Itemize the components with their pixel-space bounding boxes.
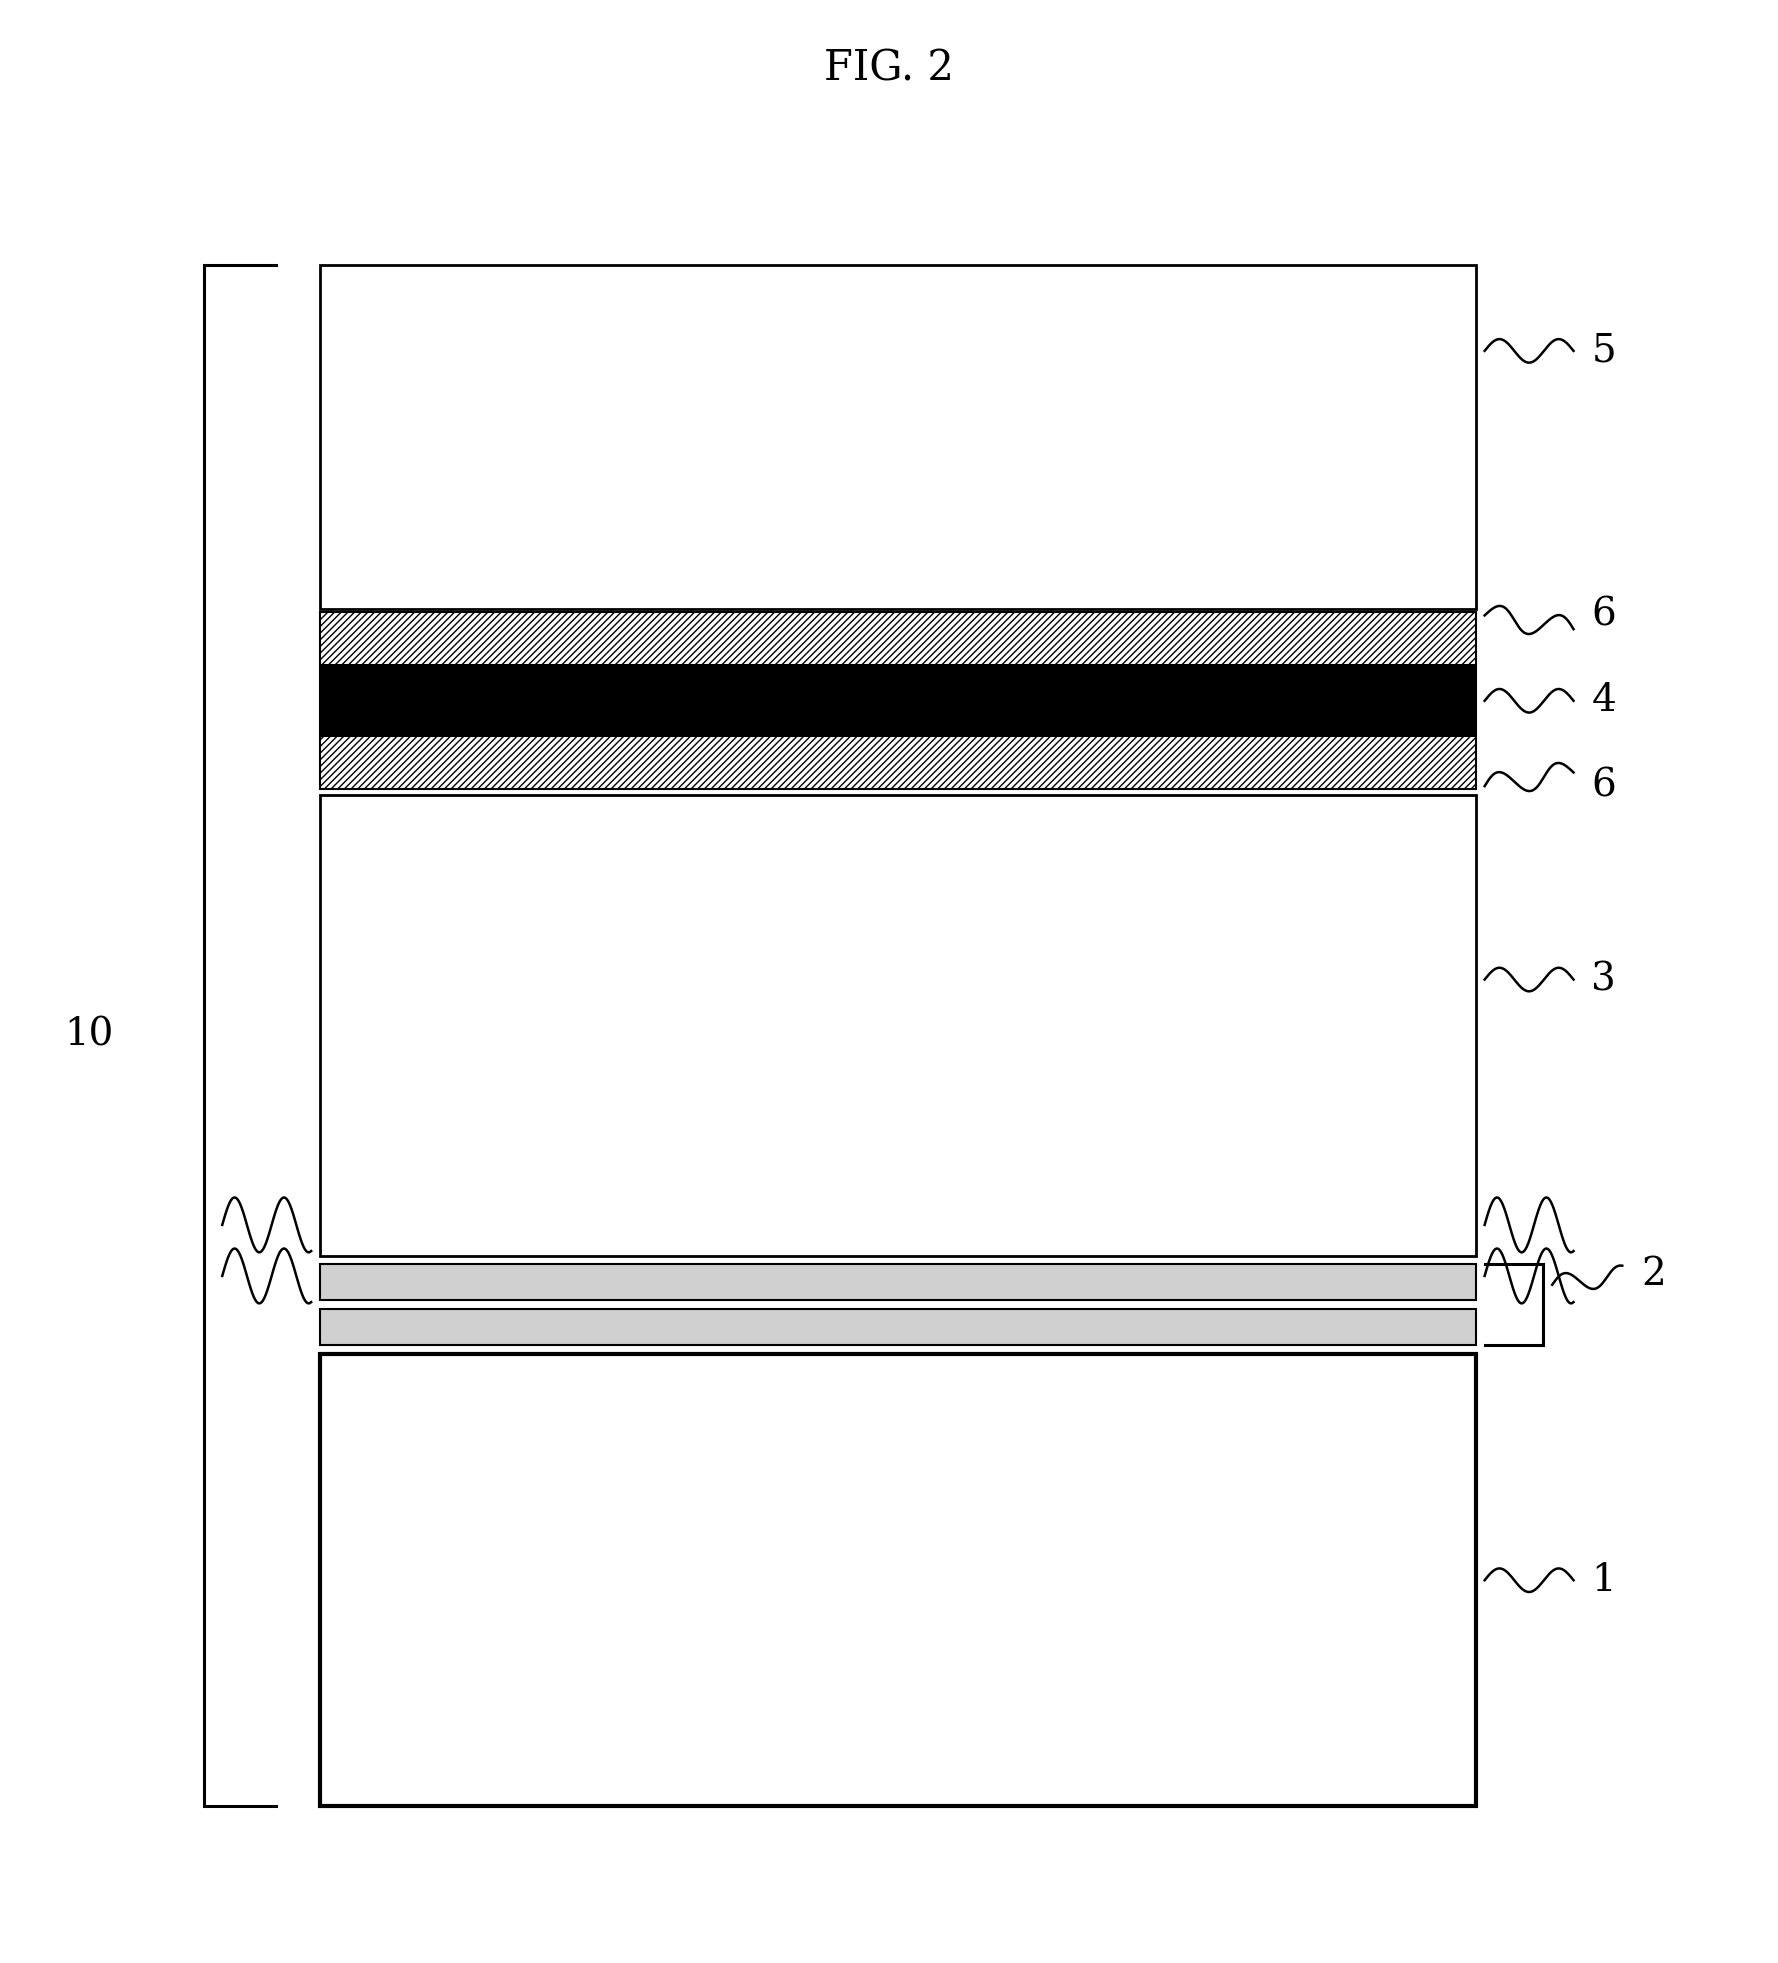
Bar: [320, 667, 1476, 734]
Bar: [320, 612, 1476, 665]
Bar: [320, 1309, 1476, 1345]
Bar: [320, 265, 1476, 609]
Text: 6: 6: [1591, 768, 1616, 805]
Text: FIG. 2: FIG. 2: [823, 47, 955, 90]
Text: 1: 1: [1591, 1563, 1616, 1598]
Bar: [320, 1264, 1476, 1300]
Text: 3: 3: [1591, 962, 1616, 997]
Text: 10: 10: [64, 1017, 114, 1054]
Text: 4: 4: [1591, 683, 1616, 718]
Text: 5: 5: [1591, 332, 1616, 369]
Text: 2: 2: [1641, 1256, 1666, 1294]
Bar: [320, 1354, 1476, 1806]
Text: 6: 6: [1591, 597, 1616, 634]
Bar: [320, 736, 1476, 789]
Bar: [320, 795, 1476, 1256]
